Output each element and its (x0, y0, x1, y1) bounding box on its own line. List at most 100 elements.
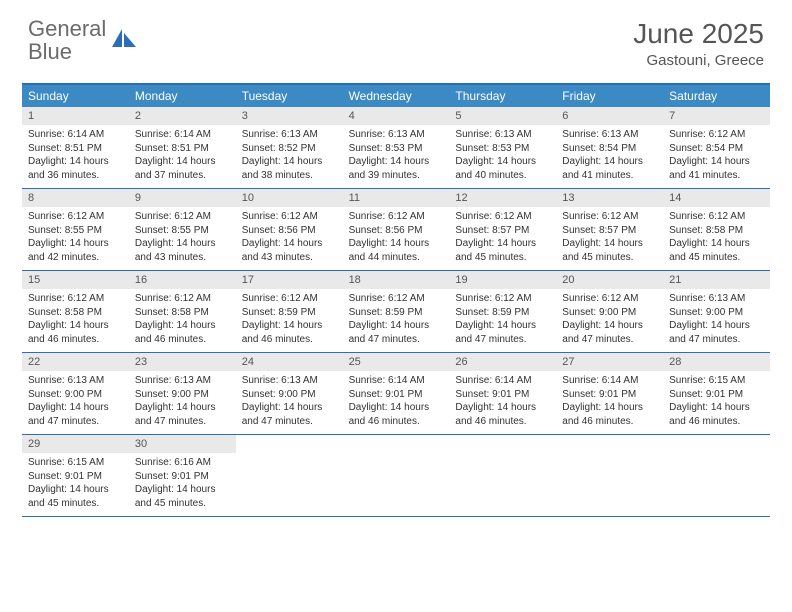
day-body: Sunrise: 6:13 AMSunset: 8:53 PMDaylight:… (449, 125, 556, 188)
sunset-text: Sunset: 8:58 PM (28, 306, 123, 320)
sunset-text: Sunset: 9:01 PM (349, 388, 444, 402)
sunset-text: Sunset: 9:00 PM (669, 306, 764, 320)
sunrise-text: Sunrise: 6:12 AM (455, 292, 550, 306)
sunset-text: Sunset: 8:53 PM (455, 142, 550, 156)
day-body: Sunrise: 6:12 AMSunset: 8:58 PMDaylight:… (22, 289, 129, 352)
sunrise-text: Sunrise: 6:12 AM (669, 210, 764, 224)
day-number: 27 (556, 353, 663, 371)
day-number: 6 (556, 107, 663, 125)
daylight-text: Daylight: 14 hours and 46 minutes. (349, 401, 444, 428)
day-body: Sunrise: 6:16 AMSunset: 9:01 PMDaylight:… (129, 453, 236, 516)
sunset-text: Sunset: 8:51 PM (28, 142, 123, 156)
sunrise-text: Sunrise: 6:13 AM (349, 128, 444, 142)
day-number: 7 (663, 107, 770, 125)
day-cell: 29Sunrise: 6:15 AMSunset: 9:01 PMDayligh… (22, 435, 129, 516)
location-label: Gastouni, Greece (633, 52, 764, 69)
sunset-text: Sunset: 8:58 PM (669, 224, 764, 238)
day-body: Sunrise: 6:13 AMSunset: 9:00 PMDaylight:… (22, 371, 129, 434)
day-body: Sunrise: 6:12 AMSunset: 8:57 PMDaylight:… (449, 207, 556, 270)
day-body: Sunrise: 6:15 AMSunset: 9:01 PMDaylight:… (22, 453, 129, 516)
week-row: 15Sunrise: 6:12 AMSunset: 8:58 PMDayligh… (22, 271, 770, 353)
sunset-text: Sunset: 9:01 PM (669, 388, 764, 402)
sunrise-text: Sunrise: 6:12 AM (669, 128, 764, 142)
day-cell: 18Sunrise: 6:12 AMSunset: 8:59 PMDayligh… (343, 271, 450, 352)
day-body: Sunrise: 6:12 AMSunset: 8:59 PMDaylight:… (343, 289, 450, 352)
day-cell (449, 435, 556, 516)
day-number: 14 (663, 189, 770, 207)
daylight-text: Daylight: 14 hours and 47 minutes. (349, 319, 444, 346)
day-cell: 21Sunrise: 6:13 AMSunset: 9:00 PMDayligh… (663, 271, 770, 352)
day-cell: 20Sunrise: 6:12 AMSunset: 9:00 PMDayligh… (556, 271, 663, 352)
daylight-text: Daylight: 14 hours and 46 minutes. (669, 401, 764, 428)
daylight-text: Daylight: 14 hours and 38 minutes. (242, 155, 337, 182)
day-cell: 24Sunrise: 6:13 AMSunset: 9:00 PMDayligh… (236, 353, 343, 434)
day-cell: 26 Sunrise: 6:14 AMSunset: 9:01 PMDayligh… (449, 353, 556, 434)
day-cell: 2Sunrise: 6:14 AMSunset: 8:51 PMDaylight… (129, 107, 236, 188)
day-cell: 10Sunrise: 6:12 AMSunset: 8:56 PMDayligh… (236, 189, 343, 270)
sunrise-text: Sunrise: 6:14 AM (135, 128, 230, 142)
brand-logo: General Blue (28, 18, 138, 64)
daylight-text: Daylight: 14 hours and 46 minutes. (455, 401, 550, 428)
sunset-text: Sunset: 8:51 PM (135, 142, 230, 156)
daylight-text: Daylight: 14 hours and 37 minutes. (135, 155, 230, 182)
day-body: Sunrise: 6:12 AMSunset: 8:58 PMDaylight:… (129, 289, 236, 352)
day-body: Sunrise: 6:13 AMSunset: 8:53 PMDaylight:… (343, 125, 450, 188)
sunset-text: Sunset: 9:01 PM (28, 470, 123, 484)
daylight-text: Daylight: 14 hours and 47 minutes. (455, 319, 550, 346)
day-cell (663, 435, 770, 516)
day-body: Sunrise: 6:13 AMSunset: 8:54 PMDaylight:… (556, 125, 663, 188)
daylight-text: Daylight: 14 hours and 39 minutes. (349, 155, 444, 182)
day-number: 10 (236, 189, 343, 207)
sunrise-text: Sunrise: 6:14 AM (349, 374, 444, 388)
sunrise-text: Sunrise: 6:12 AM (28, 210, 123, 224)
day-number: 16 (129, 271, 236, 289)
day-body: Sunrise: 6:12 AMSunset: 8:56 PMDaylight:… (343, 207, 450, 270)
day-cell (556, 435, 663, 516)
sunset-text: Sunset: 9:00 PM (562, 306, 657, 320)
day-body: Sunrise: 6:14 AMSunset: 8:51 PMDaylight:… (22, 125, 129, 188)
title-block: June 2025 Gastouni, Greece (633, 18, 764, 69)
day-number: 30 (129, 435, 236, 453)
daylight-text: Daylight: 14 hours and 44 minutes. (349, 237, 444, 264)
daylight-text: Daylight: 14 hours and 46 minutes. (28, 319, 123, 346)
day-cell: 12Sunrise: 6:12 AMSunset: 8:57 PMDayligh… (449, 189, 556, 270)
day-number: 25 (343, 353, 450, 371)
day-number: 15 (22, 271, 129, 289)
day-cell: 6Sunrise: 6:13 AMSunset: 8:54 PMDaylight… (556, 107, 663, 188)
daylight-text: Daylight: 14 hours and 36 minutes. (28, 155, 123, 182)
day-number: 1 (22, 107, 129, 125)
weekday-header: Wednesday (343, 85, 450, 107)
daylight-text: Daylight: 14 hours and 45 minutes. (28, 483, 123, 510)
sunrise-text: Sunrise: 6:13 AM (669, 292, 764, 306)
sunset-text: Sunset: 9:01 PM (455, 388, 550, 402)
sunrise-text: Sunrise: 6:13 AM (242, 128, 337, 142)
daylight-text: Daylight: 14 hours and 41 minutes. (669, 155, 764, 182)
sunrise-text: Sunrise: 6:12 AM (455, 210, 550, 224)
sunset-text: Sunset: 8:52 PM (242, 142, 337, 156)
day-cell: 22Sunrise: 6:13 AMSunset: 9:00 PMDayligh… (22, 353, 129, 434)
weekday-header: Tuesday (236, 85, 343, 107)
day-cell: 8Sunrise: 6:12 AMSunset: 8:55 PMDaylight… (22, 189, 129, 270)
day-cell: 5Sunrise: 6:13 AMSunset: 8:53 PMDaylight… (449, 107, 556, 188)
sunset-text: Sunset: 8:56 PM (242, 224, 337, 238)
day-number: 29 (22, 435, 129, 453)
sunset-text: Sunset: 8:54 PM (669, 142, 764, 156)
page-header: General Blue June 2025 Gastouni, Greece (0, 0, 792, 77)
brand-part1: General (28, 16, 106, 41)
day-cell: 9Sunrise: 6:12 AMSunset: 8:55 PMDaylight… (129, 189, 236, 270)
day-number: 5 (449, 107, 556, 125)
day-body: Sunrise: 6:12 AMSunset: 8:59 PMDaylight:… (236, 289, 343, 352)
day-cell (236, 435, 343, 516)
day-body: Sunrise: 6:12 AMSunset: 8:54 PMDaylight:… (663, 125, 770, 188)
day-number: 26 (449, 353, 556, 371)
day-cell: 3Sunrise: 6:13 AMSunset: 8:52 PMDaylight… (236, 107, 343, 188)
week-row: 22Sunrise: 6:13 AMSunset: 9:00 PMDayligh… (22, 353, 770, 435)
sunrise-text: Sunrise: 6:15 AM (28, 456, 123, 470)
day-cell: 11Sunrise: 6:12 AMSunset: 8:56 PMDayligh… (343, 189, 450, 270)
sunrise-text: Sunrise: 6:16 AM (135, 456, 230, 470)
sunrise-text: Sunrise: 6:14 AM (455, 374, 550, 388)
daylight-text: Daylight: 14 hours and 45 minutes. (135, 483, 230, 510)
day-body: Sunrise: 6:13 AMSunset: 8:52 PMDaylight:… (236, 125, 343, 188)
daylight-text: Daylight: 14 hours and 47 minutes. (242, 401, 337, 428)
sunset-text: Sunset: 8:58 PM (135, 306, 230, 320)
